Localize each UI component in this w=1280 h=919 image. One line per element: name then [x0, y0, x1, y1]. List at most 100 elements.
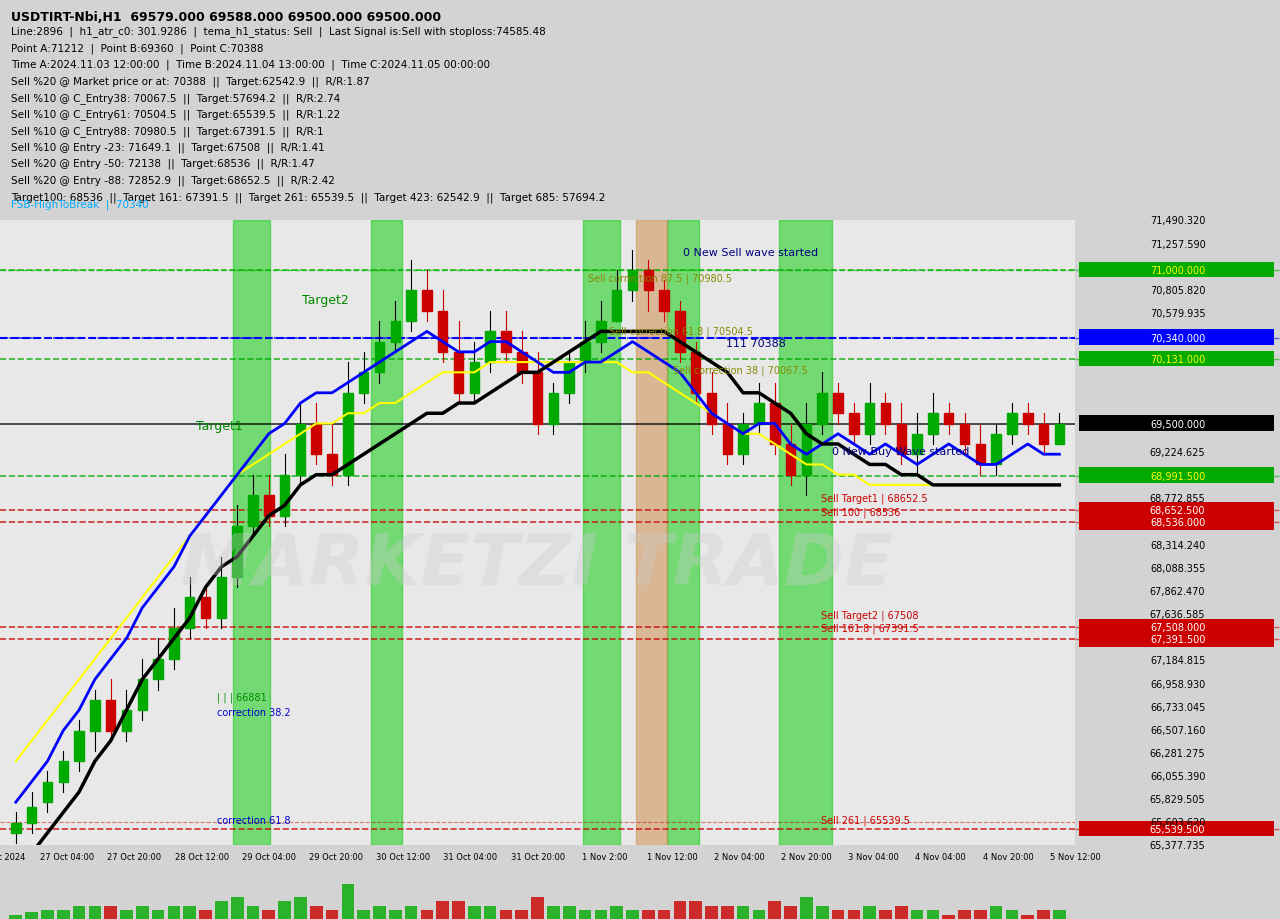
- Bar: [105, 906, 116, 919]
- Bar: [818, 393, 827, 424]
- Bar: [294, 897, 307, 919]
- Bar: [201, 598, 210, 618]
- FancyBboxPatch shape: [1079, 305, 1274, 321]
- Bar: [1023, 414, 1033, 424]
- Bar: [739, 424, 748, 455]
- Bar: [863, 906, 876, 919]
- Text: 67,508.000: 67,508.000: [1149, 623, 1206, 632]
- Bar: [485, 332, 495, 363]
- Bar: [1053, 910, 1066, 919]
- Text: 70,579.935: 70,579.935: [1149, 309, 1206, 319]
- Text: Sell %10 @ C_Entry88: 70980.5  ||  Target:67391.5  ||  R/R:1: Sell %10 @ C_Entry88: 70980.5 || Target:…: [10, 126, 324, 137]
- Text: correction 38.2: correction 38.2: [218, 708, 291, 718]
- Bar: [707, 393, 717, 424]
- Text: Target1: Target1: [196, 419, 243, 432]
- Bar: [311, 424, 321, 455]
- Bar: [215, 902, 228, 919]
- Text: correction 61.8: correction 61.8: [218, 815, 291, 824]
- Bar: [960, 424, 969, 445]
- FancyBboxPatch shape: [1079, 675, 1274, 691]
- Bar: [59, 762, 68, 782]
- Bar: [371, 221, 402, 845]
- Bar: [594, 910, 607, 919]
- Text: 30 Oct 12:00: 30 Oct 12:00: [376, 852, 430, 861]
- Bar: [183, 906, 196, 919]
- Text: Target100: 68536  ||  Target 161: 67391.5  ||  Target 261: 65539.5  ||  Target 4: Target100: 68536 || Target 161: 67391.5 …: [10, 192, 605, 202]
- Text: Sell Target1 | 68652.5: Sell Target1 | 68652.5: [820, 493, 928, 504]
- Bar: [41, 910, 54, 919]
- Text: 29 Oct 20:00: 29 Oct 20:00: [308, 852, 364, 861]
- Text: Sell Target2 | 67508: Sell Target2 | 67508: [820, 610, 919, 620]
- Text: 66,281.275: 66,281.275: [1149, 748, 1206, 758]
- Text: 27 Oct 20:00: 27 Oct 20:00: [108, 852, 161, 861]
- Bar: [375, 342, 384, 373]
- Text: 67,862.470: 67,862.470: [1149, 586, 1206, 596]
- Text: 70,131.000: 70,131.000: [1149, 355, 1206, 365]
- Bar: [531, 897, 544, 919]
- Bar: [1037, 910, 1050, 919]
- Bar: [975, 445, 986, 465]
- Text: MARKETZI TRADE: MARKETZI TRADE: [182, 529, 893, 599]
- FancyBboxPatch shape: [1079, 282, 1274, 298]
- Text: 111 70388: 111 70388: [726, 338, 786, 348]
- Text: 71,257.590: 71,257.590: [1149, 239, 1206, 249]
- Bar: [1039, 424, 1048, 445]
- Bar: [928, 414, 938, 435]
- Text: 27 Oct 04:00: 27 Oct 04:00: [40, 852, 95, 861]
- FancyBboxPatch shape: [1079, 619, 1274, 635]
- Bar: [643, 910, 654, 919]
- Bar: [801, 424, 812, 475]
- Bar: [532, 373, 543, 424]
- Text: Point A:71212  |  Point B:69360  |  Point C:70388: Point A:71212 | Point B:69360 | Point C:…: [10, 43, 264, 53]
- FancyBboxPatch shape: [1079, 768, 1274, 784]
- Bar: [137, 680, 147, 710]
- Bar: [106, 700, 115, 731]
- Text: USDTIRT-Nbi,H1  69579.000 69588.000 69500.000 69500.000: USDTIRT-Nbi,H1 69579.000 69588.000 69500…: [10, 11, 440, 24]
- Text: FSB-HighToBreak  |  70340: FSB-HighToBreak | 70340: [10, 199, 148, 210]
- FancyBboxPatch shape: [1079, 236, 1274, 252]
- Text: Sell 100 | 68536: Sell 100 | 68536: [820, 507, 900, 517]
- Bar: [989, 906, 1002, 919]
- Text: | | | 66881: | | | 66881: [218, 692, 266, 702]
- Bar: [563, 906, 576, 919]
- FancyBboxPatch shape: [1079, 503, 1274, 518]
- Bar: [280, 475, 289, 516]
- Bar: [502, 332, 511, 353]
- Bar: [122, 710, 132, 731]
- Bar: [216, 577, 227, 618]
- FancyBboxPatch shape: [1079, 607, 1274, 622]
- Bar: [547, 906, 559, 919]
- Bar: [771, 403, 780, 445]
- Bar: [73, 906, 86, 919]
- Text: 67,636.585: 67,636.585: [1149, 609, 1206, 619]
- FancyBboxPatch shape: [1079, 263, 1274, 278]
- Text: 71,000.000: 71,000.000: [1149, 266, 1206, 276]
- Bar: [778, 221, 832, 845]
- Text: 28 Oct 12:00: 28 Oct 12:00: [174, 852, 229, 861]
- Bar: [881, 403, 890, 424]
- Bar: [1007, 414, 1016, 435]
- Bar: [815, 906, 828, 919]
- Bar: [549, 393, 558, 424]
- FancyBboxPatch shape: [1079, 791, 1274, 807]
- Bar: [262, 910, 275, 919]
- Text: Sell correction 61.8 | 70504.5: Sell correction 61.8 | 70504.5: [609, 326, 753, 336]
- Bar: [26, 913, 38, 919]
- Bar: [849, 414, 859, 435]
- Text: 0 New Sell wave started: 0 New Sell wave started: [684, 247, 818, 257]
- FancyBboxPatch shape: [1079, 814, 1274, 830]
- Bar: [865, 403, 874, 435]
- Text: Sell %20 @ Entry -88: 72852.9  ||  Target:68652.5  ||  R/R:2.42: Sell %20 @ Entry -88: 72852.9 || Target:…: [10, 176, 334, 186]
- Text: 4 Nov 20:00: 4 Nov 20:00: [983, 852, 1033, 861]
- FancyBboxPatch shape: [1079, 631, 1274, 647]
- Bar: [627, 271, 637, 291]
- Bar: [832, 910, 845, 919]
- Bar: [611, 906, 623, 919]
- FancyBboxPatch shape: [1079, 821, 1274, 836]
- FancyBboxPatch shape: [1079, 515, 1274, 530]
- Bar: [896, 424, 906, 455]
- Bar: [942, 914, 955, 919]
- Bar: [673, 902, 686, 919]
- Bar: [484, 906, 497, 919]
- Bar: [422, 291, 431, 312]
